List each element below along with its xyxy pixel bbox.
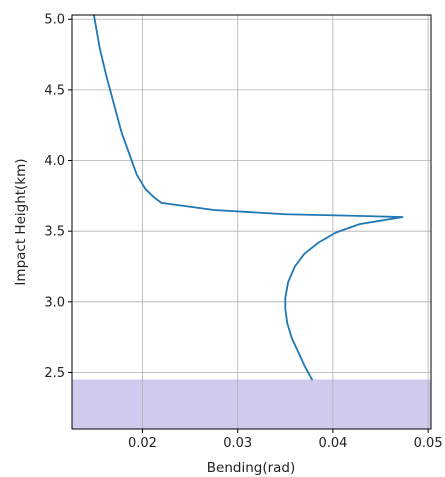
y-tick-label: 2.5	[44, 366, 65, 381]
y-tick-label: 3.5	[44, 225, 65, 240]
x-axis-label: Bending(rad)	[207, 460, 296, 476]
y-axis-label: Impact Height(km)	[13, 158, 29, 285]
shaded-region	[72, 379, 431, 429]
axis-ticks: 0.02 0.03 0.04 0.05 2.5 3.0 3.5 4.0 4.5 5.0	[44, 13, 442, 451]
x-tick-label: 0.03	[223, 436, 252, 451]
x-tick-label: 0.02	[128, 436, 157, 451]
x-tick-label: 0.05	[414, 436, 443, 451]
y-tick-label: 5.0	[44, 13, 65, 28]
plot-frame	[71, 14, 432, 430]
x-tick-label: 0.04	[318, 436, 347, 451]
y-tick-label: 3.0	[44, 295, 65, 310]
y-tick-label: 4.0	[44, 154, 65, 169]
series-line	[93, 14, 404, 381]
y-tick-label: 4.5	[44, 83, 65, 98]
